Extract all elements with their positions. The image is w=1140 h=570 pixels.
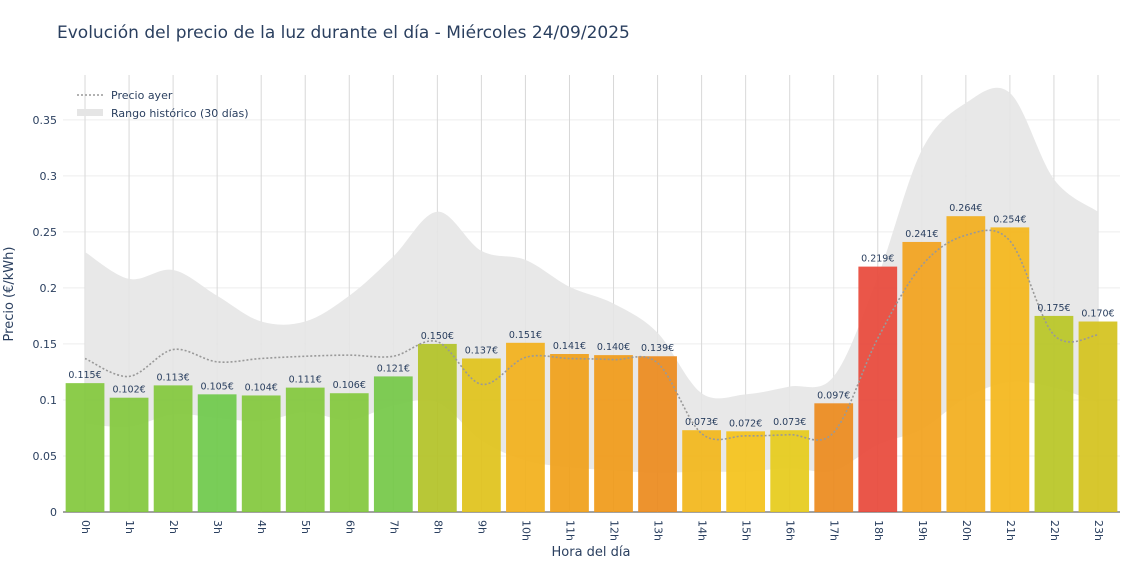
bar-label-23h: 0.170€	[1081, 309, 1114, 320]
bar-15h	[726, 431, 766, 512]
bar-19h	[902, 241, 942, 512]
bar-label-14h: 0.073€	[685, 417, 718, 428]
x-tick-label: 20h	[960, 520, 973, 541]
x-axis-title: Hora del día	[552, 545, 631, 560]
x-tick-label: 10h	[519, 520, 532, 541]
bar-label-22h: 0.175€	[1037, 303, 1070, 314]
bar-label-8h: 0.150€	[421, 331, 454, 342]
bar-2h	[153, 385, 193, 512]
x-tick-label: 1h	[123, 520, 136, 534]
bar-label-10h: 0.151€	[509, 330, 542, 341]
x-tick-label: 22h	[1048, 520, 1061, 541]
x-tick-label: 3h	[211, 520, 224, 534]
bar-8h	[417, 343, 457, 512]
y-axis-title: Precio (€/kWh)	[2, 247, 17, 342]
y-tick-label: 0.2	[40, 282, 58, 295]
x-tick-label: 23h	[1092, 520, 1105, 541]
bar-label-0h: 0.115€	[68, 370, 101, 381]
bar-4h	[241, 395, 281, 512]
bar-23h	[1078, 321, 1118, 512]
x-tick-label: 8h	[431, 520, 444, 534]
bar-22h	[1034, 315, 1074, 512]
legend: Precio ayer Rango histórico (30 días)	[77, 89, 249, 120]
legend-area-swatch	[77, 109, 103, 116]
bar-label-17h: 0.097€	[817, 390, 850, 401]
bar-label-20h: 0.264€	[949, 203, 982, 214]
x-tick-label: 11h	[563, 520, 576, 541]
x-tick-label: 21h	[1004, 520, 1017, 541]
bar-label-12h: 0.140€	[597, 342, 630, 353]
y-tick-label: 0.25	[33, 226, 58, 239]
bar-value-labels: 0.115€ 0.102€ 0.113€ 0.105€ 0.104€ 0.111€ 0.10…	[68, 203, 1114, 429]
bar-13h	[638, 356, 677, 512]
historical-range-area	[85, 87, 1098, 473]
x-tick-label: 15h	[740, 520, 753, 541]
x-tick-label: 12h	[608, 520, 621, 541]
bar-17h	[814, 403, 854, 512]
x-tick-label: 13h	[652, 520, 665, 541]
bar-12h	[594, 355, 633, 512]
yesterday-price-line	[84, 229, 1099, 441]
bar-label-11h: 0.141€	[553, 341, 586, 352]
y-tick-label: 0.35	[33, 114, 58, 127]
x-tick-label: 6h	[343, 520, 356, 534]
x-tick-label: 5h	[299, 520, 312, 534]
bar-16h	[770, 430, 810, 512]
bar-label-3h: 0.105€	[201, 381, 234, 392]
x-tick-label: 18h	[872, 520, 885, 541]
legend-label-precio-ayer: Precio ayer	[111, 89, 173, 102]
bar-label-18h: 0.219€	[861, 254, 894, 265]
bar-label-4h: 0.104€	[245, 382, 278, 393]
bar-20h	[946, 216, 986, 512]
bar-0h	[65, 383, 105, 512]
bar-label-1h: 0.102€	[112, 385, 145, 396]
bar-label-2h: 0.113€	[156, 372, 189, 383]
bar-label-6h: 0.106€	[333, 380, 366, 391]
bar-label-15h: 0.072€	[729, 418, 762, 429]
x-tick-label: 2h	[167, 520, 180, 534]
bar-label-21h: 0.254€	[993, 214, 1026, 225]
bar-18h	[858, 266, 898, 512]
bar-6h	[329, 393, 369, 512]
x-tick-label: 17h	[828, 520, 841, 541]
bar-label-16h: 0.073€	[773, 417, 806, 428]
x-tick-label: 4h	[255, 520, 268, 534]
historical-range-band	[85, 87, 1098, 473]
bar-label-9h: 0.137€	[465, 345, 498, 356]
bar-3h	[197, 394, 237, 512]
y-tick-label: 0	[50, 506, 57, 519]
bar-label-19h: 0.241€	[905, 229, 938, 240]
x-tick-label: 16h	[784, 520, 797, 541]
bar-21h	[990, 227, 1030, 512]
x-tick-label: 19h	[916, 520, 929, 541]
x-axis-ticks: 0h 1h 2h 3h 4h 5h 6h 7h 8h 9h 10h 11h 12h 13h 14h 15h 16…	[79, 520, 1105, 541]
chart-title: Evolución del precio de la luz durante e…	[57, 23, 630, 43]
bar-label-13h: 0.139€	[641, 343, 674, 354]
bar-label-5h: 0.111€	[289, 375, 322, 386]
bar-7h	[373, 376, 413, 512]
x-tick-label: 0h	[79, 520, 92, 534]
bar-9h	[462, 358, 501, 512]
bar-14h	[682, 430, 721, 512]
y-tick-label: 0.3	[40, 170, 58, 183]
yesterday-price-path	[84, 229, 1099, 441]
x-tick-label: 7h	[387, 520, 400, 534]
y-tick-label: 0.15	[33, 338, 58, 351]
x-tick-label: 14h	[696, 520, 709, 541]
bar-5h	[285, 387, 325, 512]
y-tick-label: 0.1	[40, 394, 58, 407]
bar-11h	[550, 354, 589, 512]
y-axis-ticks: 0 0.05 0.1 0.15 0.2 0.25 0.3 0.35	[33, 114, 58, 519]
bar-label-7h: 0.121€	[377, 363, 410, 374]
x-tick-label: 9h	[475, 520, 488, 534]
legend-label-rango-historico: Rango histórico (30 días)	[111, 107, 249, 120]
bar-10h	[506, 342, 545, 512]
y-tick-label: 0.05	[33, 450, 58, 463]
bar-1h	[109, 397, 149, 512]
